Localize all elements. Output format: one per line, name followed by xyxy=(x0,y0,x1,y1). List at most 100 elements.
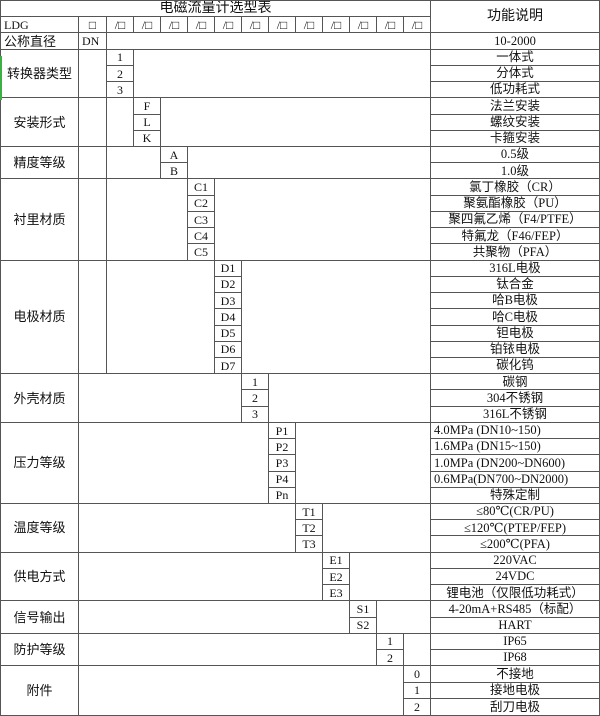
table-title: 电磁流量计选型表 xyxy=(1,1,431,18)
empty-cell xyxy=(79,374,242,423)
group-label: 附件 xyxy=(1,666,79,715)
desc-cell: IP68 xyxy=(431,650,599,667)
desc-cell: ≤80℃(CR/PU) xyxy=(431,504,599,521)
desc-cell: 304不锈钢 xyxy=(431,390,599,407)
code-cell: C1 xyxy=(188,179,215,196)
code-cell: 1 xyxy=(242,374,269,391)
model-slot: /□ xyxy=(215,17,242,34)
code-cell: D7 xyxy=(215,357,242,375)
empty-cell xyxy=(107,147,161,180)
code-cell: T3 xyxy=(296,536,323,553)
group-label: 转换器类型 xyxy=(1,49,79,99)
desc-cell: 一体式 xyxy=(431,50,599,66)
model-base-box: □ xyxy=(79,17,107,34)
code-cell: P4 xyxy=(269,471,296,488)
model-slot: /□ xyxy=(296,17,323,34)
desc-cell: 碳化钨 xyxy=(431,358,599,375)
model-slot: /□ xyxy=(323,17,350,34)
desc-cell: 分体式 xyxy=(431,66,599,83)
desc-cell: ≤200℃(PFA) xyxy=(431,536,599,553)
group-label: 衬里材质 xyxy=(1,179,79,261)
desc-cell: HART xyxy=(431,618,599,634)
model-prefix: LDG xyxy=(1,17,79,34)
desc-cell: 低功耗式 xyxy=(431,82,599,99)
empty-cell xyxy=(134,49,431,99)
model-slot: /□ xyxy=(188,17,215,34)
code-cell: D5 xyxy=(215,325,242,342)
group-label: 防护等级 xyxy=(1,633,79,667)
desc-cell: 铂铱电极 xyxy=(431,342,599,358)
desc-cell: 钽电极 xyxy=(431,326,599,342)
model-slot: /□ xyxy=(107,17,134,34)
empty-cell xyxy=(79,98,107,148)
code-cell: 2 xyxy=(107,65,134,83)
code-cell: C2 xyxy=(188,195,215,212)
model-slot: /□ xyxy=(404,17,431,34)
code-cell: B xyxy=(161,163,188,180)
empty-cell xyxy=(107,98,134,148)
code-cell: D1 xyxy=(215,260,242,277)
code-cell: C4 xyxy=(188,228,215,245)
desc-cell: 4-20mA+RS485（标配） xyxy=(431,601,599,618)
code-cell: P1 xyxy=(269,422,296,440)
empty-cell xyxy=(107,260,215,375)
group-label: 公称直径 xyxy=(1,33,79,50)
model-slot: /□ xyxy=(269,17,296,34)
empty-cell xyxy=(323,504,431,553)
model-slot: /□ xyxy=(134,17,161,34)
desc-cell: ≤120℃(PTEP/FEP) xyxy=(431,520,599,537)
code-cell: 3 xyxy=(242,406,269,423)
desc-cell: 氯丁橡胶（CR） xyxy=(431,179,599,196)
empty-cell xyxy=(79,601,350,634)
code-cell: 1 xyxy=(377,633,404,651)
code-cell: T2 xyxy=(296,520,323,537)
code-cell: K xyxy=(134,130,161,148)
desc-cell: 1.0MPa (DN200~DN600) xyxy=(431,455,599,472)
desc-cell: 聚四氟乙烯（F4/PTFE） xyxy=(431,212,599,229)
empty-cell xyxy=(79,179,107,261)
empty-cell xyxy=(377,601,431,634)
code-cell: 2 xyxy=(377,650,404,667)
code-cell: E2 xyxy=(323,568,350,586)
code-cell: F xyxy=(134,98,161,115)
group-label: 压力等级 xyxy=(1,422,79,505)
desc-cell: 4.0MPa (DN10~150) xyxy=(431,423,599,440)
function-column-header: 功能说明 xyxy=(431,1,599,34)
empty-cell xyxy=(79,422,269,505)
code-cell: E3 xyxy=(323,585,350,602)
empty-cell xyxy=(161,98,431,148)
code-cell: C3 xyxy=(188,211,215,229)
empty-cell xyxy=(79,260,107,375)
empty-cell xyxy=(79,504,296,553)
empty-cell xyxy=(215,179,431,261)
model-slot: /□ xyxy=(377,17,404,34)
desc-cell: 钛合金 xyxy=(431,277,599,294)
group-label: 安装形式 xyxy=(1,98,79,148)
green-edge-artifact xyxy=(0,56,2,100)
empty-cell xyxy=(79,49,107,99)
desc-cell: 哈B电极 xyxy=(431,293,599,310)
code-cell: P2 xyxy=(269,439,296,456)
desc-cell: 不接地 xyxy=(431,666,599,683)
group-label: 外壳材质 xyxy=(1,374,79,423)
desc-cell: 1.6MPa (DN15~150) xyxy=(431,439,599,456)
group-label: 信号输出 xyxy=(1,601,79,634)
code-cell: C5 xyxy=(188,244,215,261)
code-cell: 3 xyxy=(107,82,134,99)
model-slot: /□ xyxy=(242,17,269,34)
empty-cell xyxy=(188,147,431,180)
desc-cell: 316L不锈钢 xyxy=(431,407,599,423)
group-label: 供电方式 xyxy=(1,552,79,602)
group-label: 电极材质 xyxy=(1,260,79,375)
desc-cell: 特氟龙（F46/FEP） xyxy=(431,228,599,245)
desc-cell: 螺纹安装 xyxy=(431,115,599,131)
code-cell: T1 xyxy=(296,504,323,521)
empty-cell xyxy=(107,179,188,261)
code-cell: A xyxy=(161,147,188,164)
code-cell: 0 xyxy=(404,666,431,683)
desc-cell: 特殊定制 xyxy=(431,488,599,505)
model-slot: /□ xyxy=(350,17,377,34)
code-cell: L xyxy=(134,114,161,131)
